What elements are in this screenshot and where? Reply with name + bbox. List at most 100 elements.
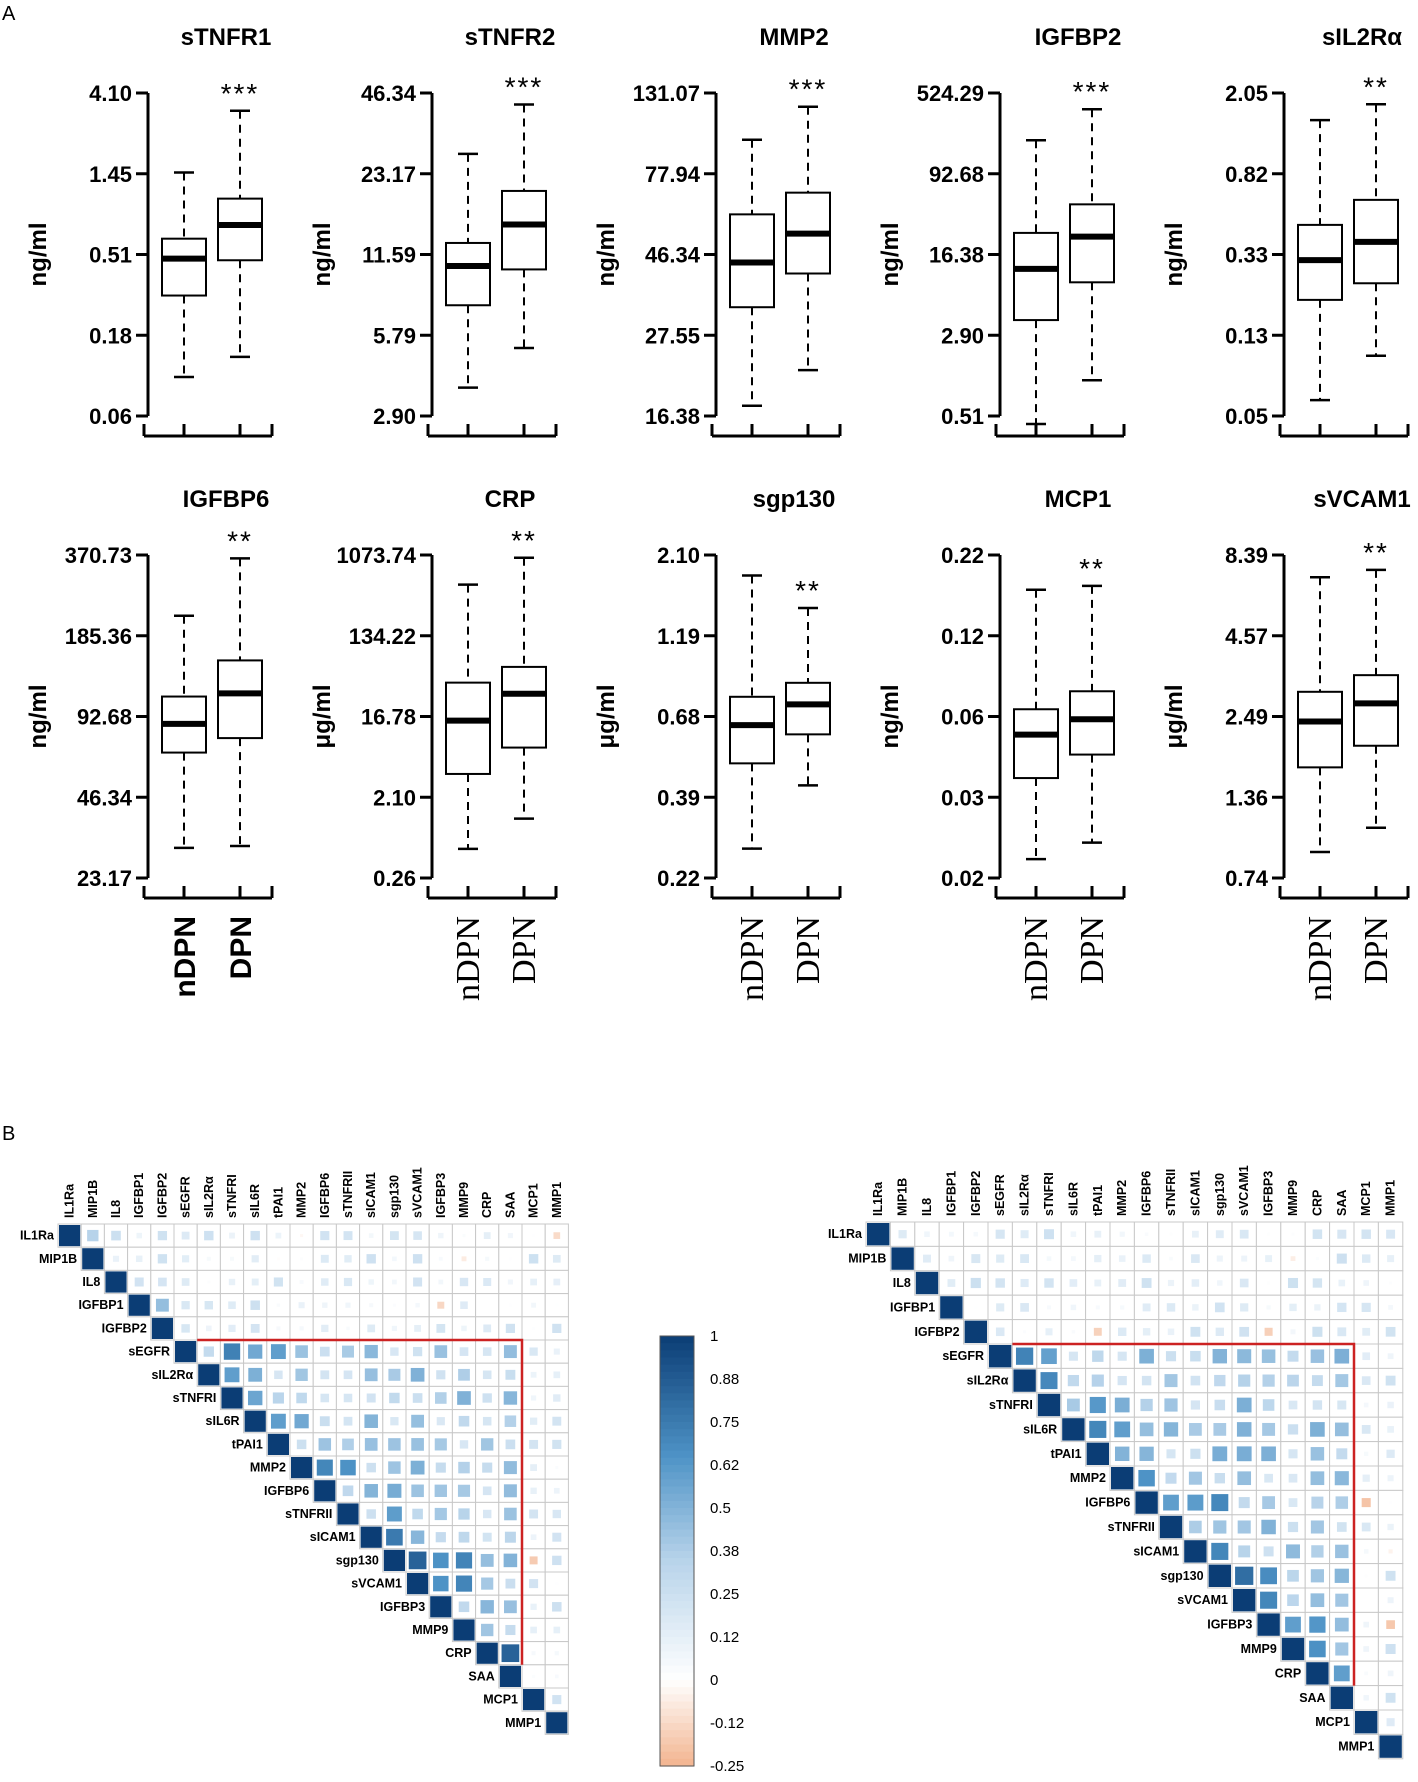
- heatmap-dpn-cell: [1329, 1660, 1355, 1687]
- boxplot-crp-ytick-label: 0.26: [373, 866, 416, 891]
- heatmap-ndpn-row-label: sIL6R: [206, 1414, 240, 1428]
- heatmap-dpn-corr-square: [1338, 1279, 1346, 1287]
- heatmap-ndpn-corr-square: [483, 1509, 492, 1519]
- heatmap-dpn-corr-square: [1262, 1422, 1276, 1436]
- heatmap-ndpn-corr-square: [507, 1279, 513, 1285]
- boxplot-mcp1-dpn-box: [1069, 690, 1115, 756]
- heatmap-dpn-corr-square: [1311, 1545, 1324, 1558]
- heatmap-ndpn-col-label: sIL2Rα: [202, 1176, 216, 1218]
- boxplot-stnfr1-ndpn-box: [161, 237, 207, 297]
- heatmap-ndpn-corr-square: [157, 1230, 168, 1241]
- heatmap-dpn-corr-square: [1020, 1230, 1029, 1239]
- colorbar-segment: [660, 1493, 694, 1502]
- boxplot-sgp130-ytick-label: 0.68: [657, 705, 700, 730]
- heatmap-ndpn-corr-square: [272, 1392, 284, 1404]
- heatmap-ndpn-corr-square: [410, 1530, 425, 1544]
- heatmap-dpn-corr-square: [995, 1278, 1005, 1288]
- heatmap-ndpn-corr-square: [430, 1596, 452, 1618]
- heatmap-ndpn-corr-square: [299, 1280, 304, 1284]
- heatmap-dpn-cell: [1255, 1367, 1282, 1394]
- heatmap-ndpn-corr-square: [203, 1346, 214, 1357]
- heatmap-ndpn-corr-square: [553, 1394, 561, 1402]
- heatmap-ndpn-corr-square: [482, 1370, 492, 1380]
- heatmap-ndpn-corr-square: [434, 1507, 447, 1521]
- boxplot-svcam1-ytick-label: 8.39: [1225, 543, 1268, 568]
- heatmap-dpn-col-label: sEGFR: [993, 1174, 1007, 1216]
- boxplot-sil2r-ytick-label: 0.33: [1225, 243, 1268, 268]
- heatmap-ndpn-corr-square: [476, 1642, 498, 1664]
- heatmap-dpn-row-label: sVCAM1: [1177, 1593, 1228, 1607]
- boxplot-crp: CRP 1073.74 134.22 16.78 2.10 0.26 μg/ml ** nDPN…: [309, 486, 558, 1001]
- heatmap-dpn-corr-square: [1287, 1521, 1299, 1533]
- colorbar-segment: [660, 1715, 694, 1724]
- colorbar-segment: [660, 1601, 694, 1609]
- heatmap-ndpn-corr-square: [320, 1370, 330, 1380]
- heatmap-ndpn-corr-square: [321, 1278, 329, 1286]
- heatmap-dpn-corr-square: [1387, 1523, 1394, 1531]
- colorbar-segment: [660, 1708, 694, 1717]
- heatmap-dpn-corr-square: [1045, 1328, 1053, 1336]
- boxplot-mmp2: MMP2 131.07 77.94 46.34 27.55 16.38 ng/ml ***: [593, 24, 842, 438]
- boxplot-stnfr1-ytick-label: 0.18: [89, 323, 132, 348]
- heatmap-ndpn-corr-square: [274, 1370, 283, 1380]
- heatmap-dpn-corr-square: [867, 1223, 890, 1246]
- heatmap-ndpn-corr-square: [554, 1651, 559, 1656]
- heatmap-dpn-corr-square: [1118, 1279, 1127, 1287]
- heatmap-ndpn-corr-square: [530, 1371, 537, 1378]
- heatmap-dpn-corr-square: [1139, 1446, 1154, 1461]
- boxplot-mcp1-ytick-label: 0.03: [941, 785, 984, 810]
- heatmap-dpn-corr-square: [1238, 1374, 1251, 1387]
- heatmap-dpn-corr-square: [1337, 1327, 1347, 1337]
- heatmap-ndpn-corr-square: [530, 1626, 537, 1634]
- heatmap-dpn-corr-square: [947, 1279, 956, 1287]
- boxplot-sgp130-ytick-label: 0.22: [657, 866, 700, 891]
- heatmap-ndpn-corr-square: [529, 1579, 539, 1589]
- boxplot-stnfr1-ytick-label: 0.51: [89, 243, 132, 268]
- boxplot-igfbp6-ytick-label: 23.17: [77, 866, 132, 891]
- heatmap-ndpn-row-label: sVCAM1: [351, 1577, 402, 1591]
- heatmap-ndpn-corr-square: [530, 1603, 537, 1610]
- heatmap-dpn-col-label: sTNFRI: [1042, 1172, 1056, 1216]
- heatmap-dpn-corr-square: [1389, 1281, 1393, 1285]
- heatmap-dpn-corr-square: [1235, 1566, 1254, 1585]
- heatmap-dpn-corr-square: [923, 1254, 931, 1263]
- colorbar-segment: [660, 1400, 694, 1409]
- colorbar-tick-label: 0.25: [710, 1586, 739, 1603]
- heatmap-dpn-corr-square: [940, 1296, 963, 1319]
- heatmap-dpn-corr-square: [1336, 1448, 1348, 1460]
- heatmap-ndpn-corr-square: [343, 1231, 353, 1241]
- heatmap-ndpn-corr-square: [273, 1277, 283, 1287]
- heatmap-ndpn-corr-square: [481, 1577, 494, 1590]
- heatmap-ndpn-corr-square: [368, 1233, 374, 1238]
- heatmap-dpn-corr-square: [1241, 1255, 1248, 1262]
- heatmap-ndpn-corr-square: [386, 1506, 402, 1522]
- heatmap-dpn-corr-square: [1287, 1594, 1299, 1607]
- heatmap-ndpn-corr-square: [135, 1255, 143, 1263]
- heatmap-ndpn-corr-square: [529, 1556, 538, 1565]
- heatmap-ndpn-corr-square: [505, 1323, 515, 1333]
- heatmap-ndpn-corr-square: [503, 1391, 518, 1405]
- heatmap-ndpn-corr-square: [503, 1484, 517, 1498]
- heatmap-ndpn-corr-square: [276, 1303, 281, 1307]
- heatmap-ndpn-corr-square: [340, 1459, 356, 1476]
- heatmap-dpn-corr-square: [1337, 1400, 1347, 1410]
- boxplot-igfbp2-ndpn-box: [1013, 231, 1059, 322]
- heatmap-dpn-corr-square: [1212, 1348, 1228, 1364]
- colorbar-tick-label: 0.38: [710, 1543, 739, 1560]
- boxplot-sil2r-ytick-label: 0.05: [1225, 404, 1268, 429]
- colorbar-segment: [660, 1751, 694, 1760]
- heatmap-dpn-corr-square: [1142, 1328, 1151, 1336]
- heatmap-dpn-corr-square: [1291, 1232, 1295, 1236]
- heatmap-dpn-row-label: SAA: [1299, 1691, 1325, 1705]
- heatmap-ndpn-corr-square: [228, 1301, 236, 1309]
- boxplot-sil2r-significance: **: [1363, 71, 1389, 102]
- heatmap-dpn-corr-square: [1020, 1278, 1029, 1288]
- heatmap-ndpn-corr-square: [480, 1553, 494, 1567]
- colorbar-segment: [660, 1457, 694, 1466]
- boxplot-crp-group-label-dpn: DPN: [506, 916, 543, 984]
- heatmap-dpn-corr-square: [1364, 1451, 1369, 1456]
- boxplot-stnfr1-ytick-label: 1.45: [89, 162, 132, 187]
- colorbar-segment: [660, 1336, 694, 1344]
- heatmap-dpn-corr-square: [1265, 1255, 1273, 1263]
- heatmap-dpn-corr-square: [1191, 1254, 1200, 1263]
